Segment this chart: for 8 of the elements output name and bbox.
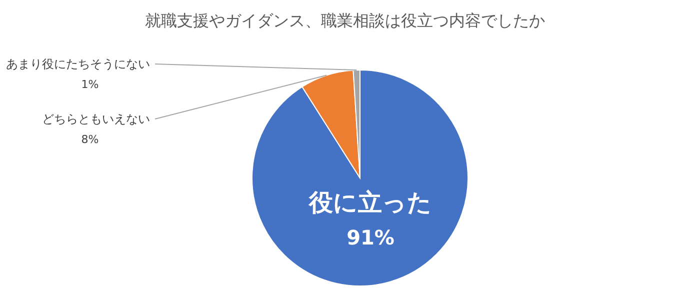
slice-label: 役に立った — [308, 188, 432, 216]
chart-title: 就職支援やガイダンス、職業相談は役立つ内容でしたか — [145, 11, 545, 30]
slice-label: あまり役にたちそうにない — [6, 57, 150, 71]
data-label: 1% — [81, 78, 99, 91]
slice-label: どちらともいえない — [42, 112, 150, 126]
data-label: 8% — [81, 133, 99, 146]
data-label: 91% — [346, 225, 394, 250]
pie-slice — [252, 70, 468, 286]
